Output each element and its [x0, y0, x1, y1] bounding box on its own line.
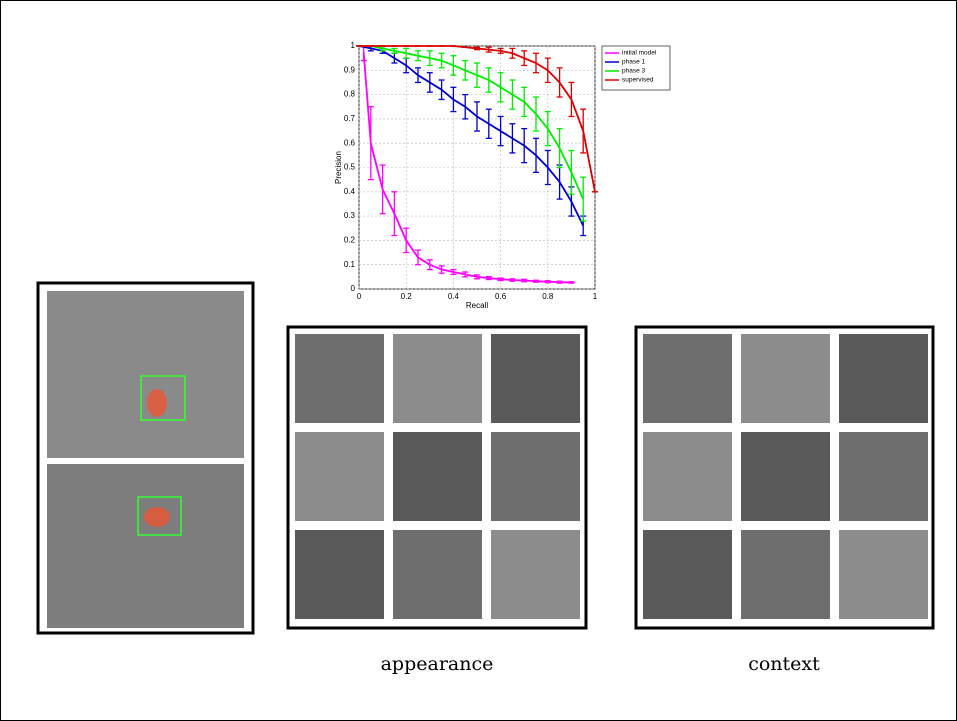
photo — [393, 432, 482, 521]
y-tick-label: 0.5 — [344, 163, 356, 172]
legend-label: phase 3 — [622, 68, 646, 75]
photo — [295, 334, 384, 423]
photo — [47, 464, 244, 628]
figure: appearance context 0 0.2 0.4 0.6 0.8 1 0 0.1 0.2… — [0, 0, 957, 721]
x-tick-label: 0 — [357, 292, 362, 301]
x-tick-label: 0.6 — [495, 292, 507, 301]
legend-label: supervised — [622, 77, 654, 84]
legend-label: phase 1 — [622, 59, 646, 66]
y-tick-label: 0 — [351, 284, 356, 293]
photo — [491, 334, 580, 423]
caption: context — [748, 653, 820, 675]
photo — [741, 432, 830, 521]
y-tick-label: 0.1 — [344, 260, 356, 269]
y-axis-label: Precision — [334, 151, 343, 184]
figure-canvas: appearance context 0 0.2 0.4 0.6 0.8 1 0 0.1 0.2… — [1, 1, 956, 720]
y-tick-label: 0.9 — [344, 65, 356, 74]
legend-label: initial model — [622, 50, 657, 57]
caption: appearance — [381, 653, 494, 675]
y-tick-label: 0.2 — [344, 236, 356, 245]
heatmap — [144, 507, 170, 527]
photo — [643, 432, 732, 521]
y-tick-label: 0.6 — [344, 138, 356, 147]
photo — [491, 530, 580, 619]
photo — [741, 334, 830, 423]
y-tick-label: 0.4 — [344, 187, 356, 196]
y-tick-label: 0.8 — [344, 90, 356, 99]
photo — [295, 432, 384, 521]
x-tick-label: 0.4 — [448, 292, 460, 301]
photo — [839, 432, 928, 521]
photo — [839, 334, 928, 423]
heatmap — [147, 389, 167, 417]
photo — [393, 530, 482, 619]
x-axis-label: Recall — [466, 301, 488, 310]
photo — [643, 530, 732, 619]
photo — [839, 530, 928, 619]
x-tick-label: 0.8 — [542, 292, 554, 301]
x-tick-label: 1 — [593, 292, 598, 301]
x-tick-label: 0.2 — [401, 292, 413, 301]
photo — [295, 530, 384, 619]
photo — [741, 530, 830, 619]
photo-panels — [38, 283, 933, 633]
photo — [393, 334, 482, 423]
photo — [491, 432, 580, 521]
y-tick-label: 0.7 — [344, 114, 356, 123]
y-tick-label: 0.3 — [344, 211, 356, 220]
photo — [643, 334, 732, 423]
photo — [47, 291, 244, 458]
y-tick-label: 1 — [351, 41, 356, 50]
